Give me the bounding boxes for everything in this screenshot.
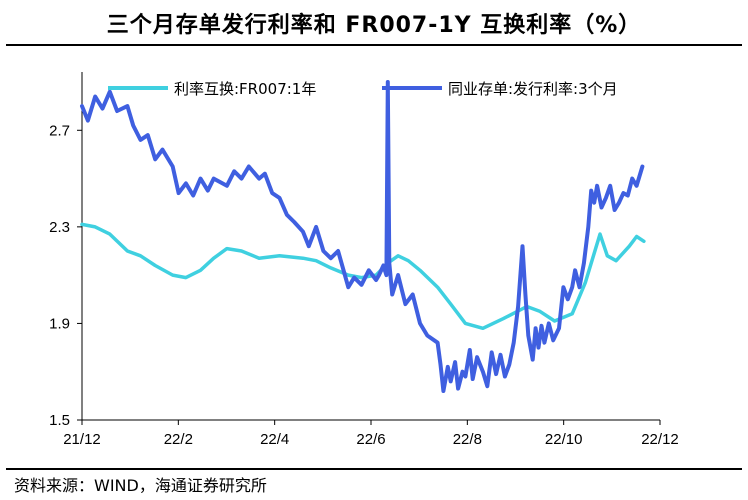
series-line-2 bbox=[80, 80, 645, 393]
series-lines bbox=[80, 80, 646, 393]
legend: 利率互换:FR007:1年 同业存单:发行利率:3个月 bbox=[108, 80, 618, 98]
y-tick-label: 1.9 bbox=[49, 315, 70, 332]
line-chart: 1.5 1.9 2.3 2.7 21/12 22/2 22/4 22/6 22/8 22/10 22… bbox=[49, 72, 679, 448]
x-tick-label: 21/12 bbox=[63, 431, 101, 448]
x-tick-label: 22/4 bbox=[260, 431, 289, 448]
top-rule bbox=[6, 44, 742, 46]
x-tick-label: 22/12 bbox=[641, 431, 679, 448]
x-tick-label: 22/8 bbox=[453, 431, 482, 448]
bottom-rule bbox=[6, 468, 742, 470]
chart-title: 三个月存单发行利率和 FR007-1Y 互换利率（%） bbox=[106, 13, 642, 38]
x-tick-label: 22/6 bbox=[356, 431, 385, 448]
y-tick-label: 1.5 bbox=[49, 412, 70, 429]
legend-label-1: 利率互换:FR007:1年 bbox=[174, 80, 316, 98]
legend-label-2: 同业存单:发行利率:3个月 bbox=[448, 80, 618, 98]
y-tick-label: 2.3 bbox=[49, 219, 70, 236]
axes: 1.5 1.9 2.3 2.7 21/12 22/2 22/4 22/6 22/8 22/10 22… bbox=[49, 72, 679, 448]
x-tick-label: 22/10 bbox=[545, 431, 583, 448]
y-tick-label: 2.7 bbox=[49, 122, 70, 139]
x-tick-label: 22/2 bbox=[164, 431, 193, 448]
source-note: 资料来源：WIND，海通证券研究所 bbox=[14, 476, 267, 495]
